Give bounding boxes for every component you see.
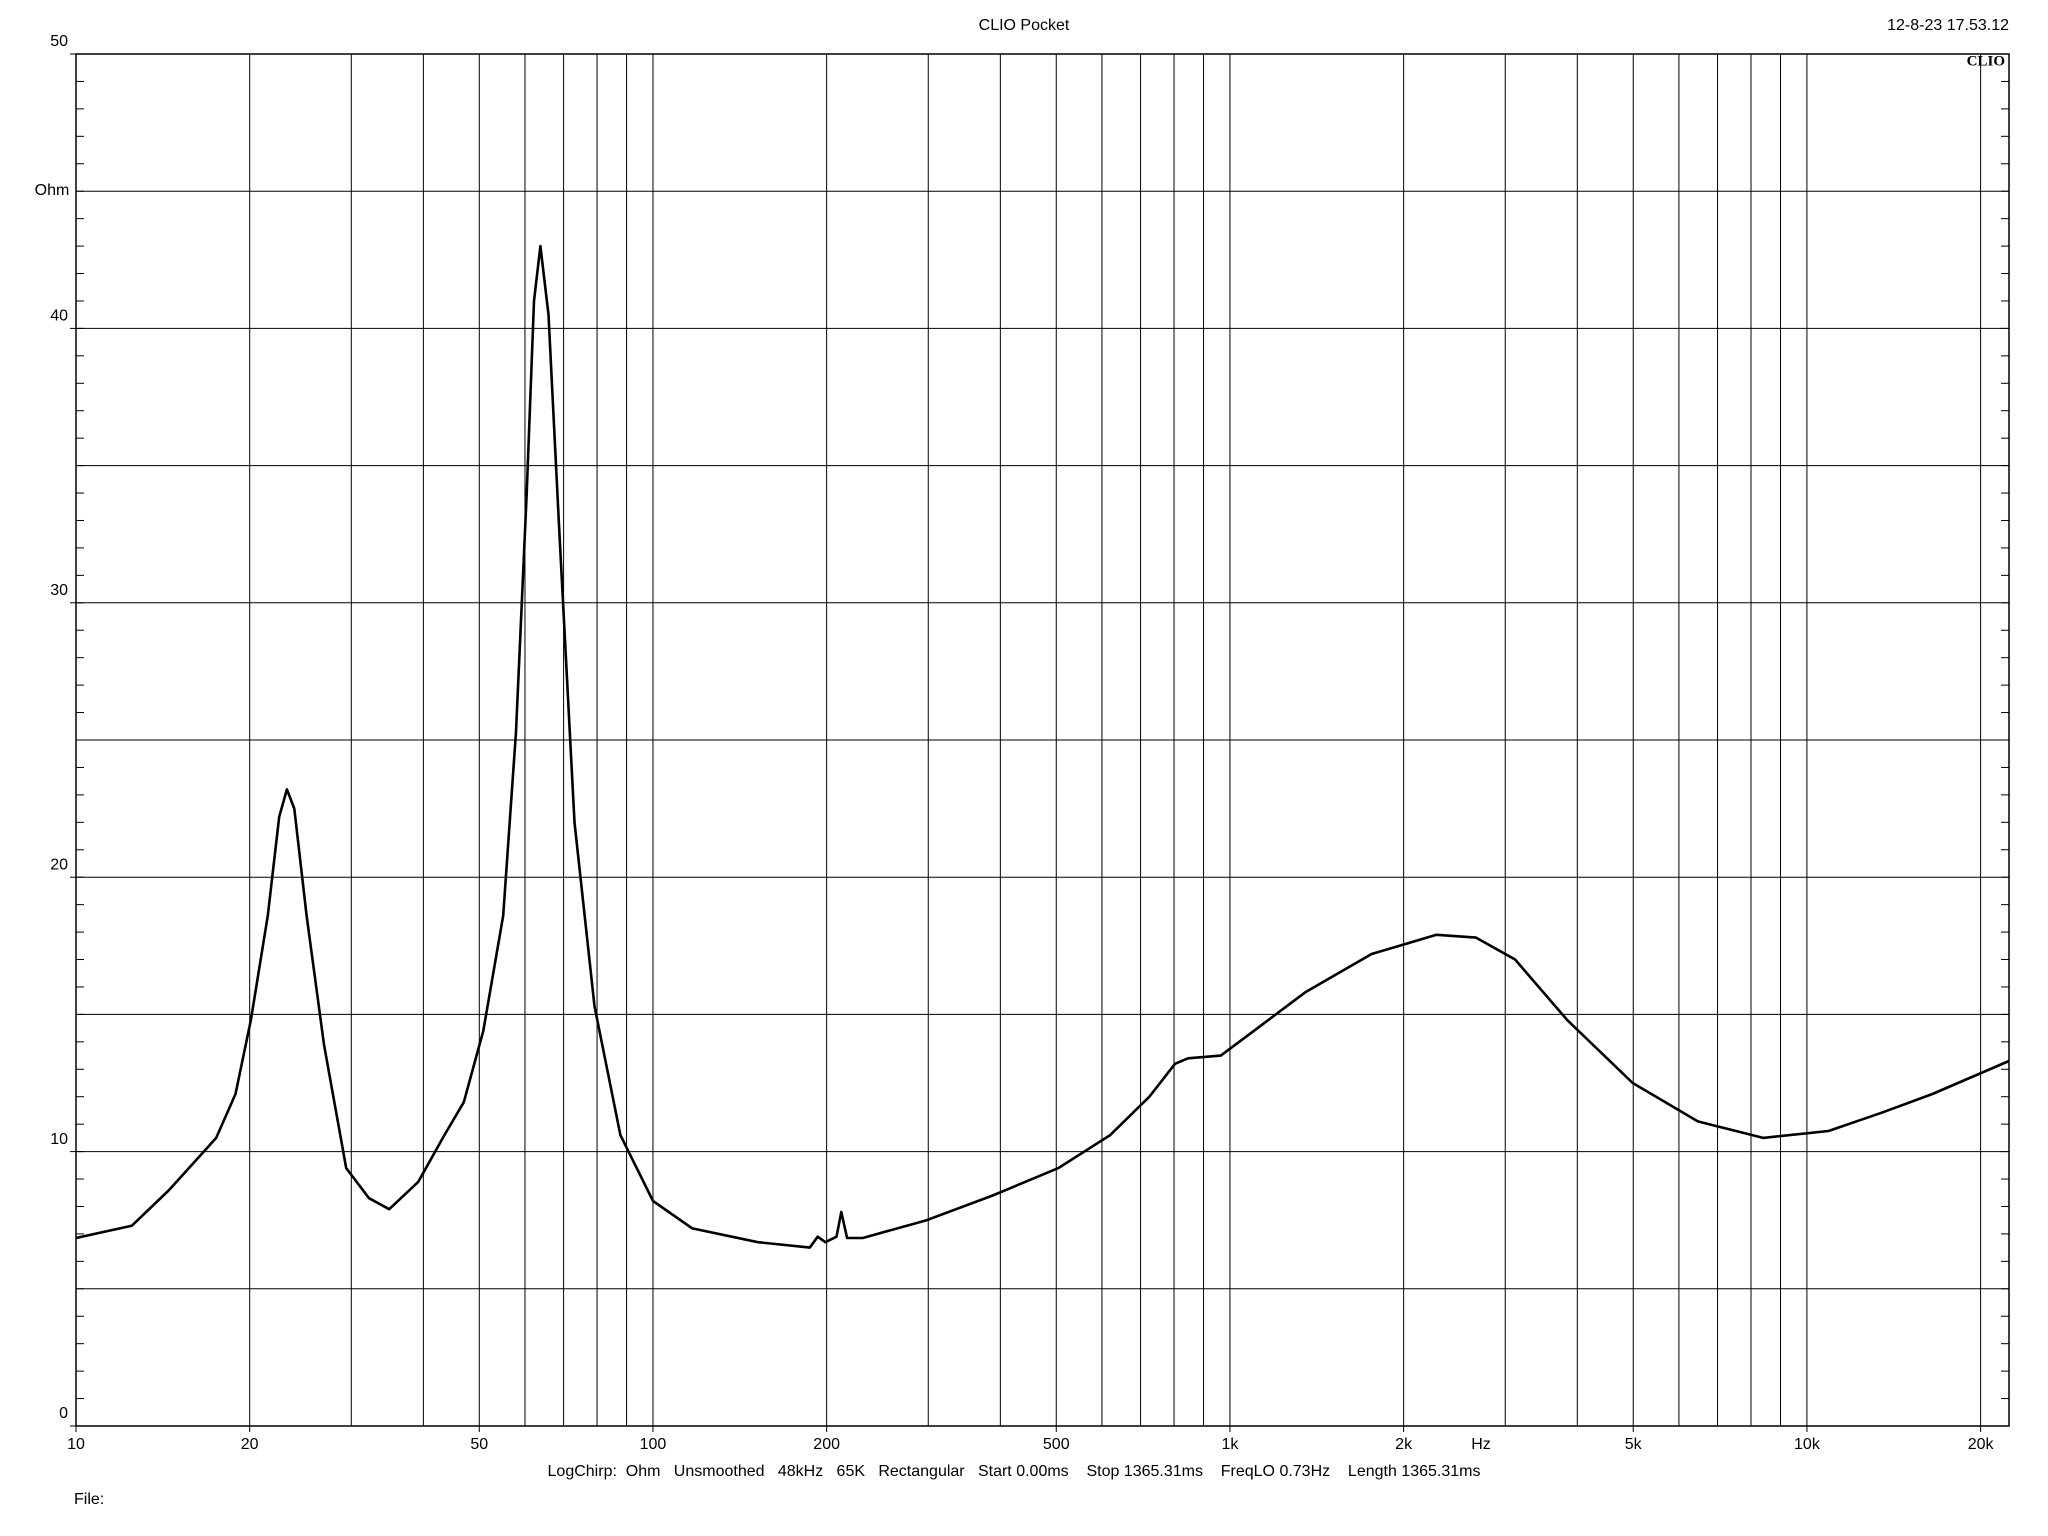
x-tick-label: 10k — [1794, 1436, 1821, 1453]
chart-title: CLIO Pocket — [979, 17, 1070, 34]
x-tick-label: 5k — [1625, 1436, 1643, 1453]
x-axis-label: Hz — [1471, 1436, 1491, 1453]
x-tick-label: 10 — [67, 1436, 85, 1453]
impedance-curve — [75, 244, 2010, 1249]
x-tick-label: 50 — [470, 1436, 488, 1453]
x-tick-label: 1k — [1221, 1436, 1239, 1453]
plot-frame — [75, 53, 2010, 1427]
x-tick-label: 100 — [640, 1436, 667, 1453]
file-label: File: — [74, 1491, 104, 1508]
y-tick-label: 40 — [50, 308, 68, 325]
y-tick-label: 20 — [50, 856, 68, 873]
y-tick-label: 10 — [50, 1131, 68, 1148]
x-tick-label: 20 — [241, 1436, 259, 1453]
y-tick-label: 50 — [50, 33, 68, 50]
x-tick-label: 200 — [813, 1436, 840, 1453]
x-tick-label: 20k — [1968, 1436, 1995, 1453]
footer: LogChirp: Ohm Unsmoothed 48kHz 65K Recta… — [548, 1463, 1481, 1480]
y-tick-label: 30 — [50, 582, 68, 599]
x-tick-label: 500 — [1043, 1436, 1070, 1453]
y-axis-label: Ohm — [35, 182, 70, 199]
logo: CLIO — [1967, 53, 2005, 69]
timestamp: 12-8-23 17.53.12 — [1887, 17, 2009, 34]
y-tick-label: 0 — [59, 1405, 68, 1422]
x-tick-label: 2k — [1395, 1436, 1413, 1453]
